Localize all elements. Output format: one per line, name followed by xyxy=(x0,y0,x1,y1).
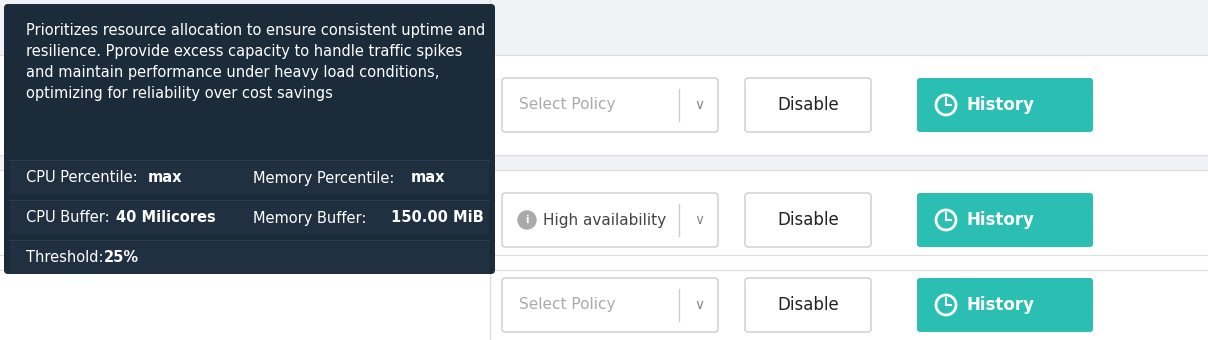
Text: 150.00 MiB: 150.00 MiB xyxy=(391,210,483,225)
Text: Memory Buffer:: Memory Buffer: xyxy=(252,210,371,225)
Text: Prioritizes resource allocation to ensure consistent uptime and
resilience. Ppro: Prioritizes resource allocation to ensur… xyxy=(27,23,486,101)
FancyBboxPatch shape xyxy=(917,193,1093,247)
Text: Disable: Disable xyxy=(777,211,838,229)
Text: ∨: ∨ xyxy=(693,98,704,112)
FancyBboxPatch shape xyxy=(0,55,1208,155)
Text: History: History xyxy=(966,211,1034,229)
FancyBboxPatch shape xyxy=(503,278,718,332)
Text: CPU Percentile:: CPU Percentile: xyxy=(27,170,143,186)
Text: Select Policy: Select Policy xyxy=(519,98,616,113)
Text: max: max xyxy=(411,170,446,186)
FancyBboxPatch shape xyxy=(4,4,495,274)
Text: 40 Milicores: 40 Milicores xyxy=(116,210,216,225)
Text: Memory Percentile:: Memory Percentile: xyxy=(252,170,399,186)
FancyBboxPatch shape xyxy=(917,78,1093,132)
Text: High availability: High availability xyxy=(544,212,666,227)
Text: CPU Buffer:: CPU Buffer: xyxy=(27,210,115,225)
FancyBboxPatch shape xyxy=(917,278,1093,332)
Text: 25%: 25% xyxy=(104,251,139,266)
FancyBboxPatch shape xyxy=(503,78,718,132)
FancyBboxPatch shape xyxy=(10,242,489,274)
FancyBboxPatch shape xyxy=(10,202,489,234)
Text: Select Policy: Select Policy xyxy=(519,298,616,312)
Text: Disable: Disable xyxy=(777,96,838,114)
Text: ∨: ∨ xyxy=(693,298,704,312)
Text: i: i xyxy=(525,215,529,225)
Text: Disable: Disable xyxy=(777,296,838,314)
Circle shape xyxy=(518,211,536,229)
FancyBboxPatch shape xyxy=(745,193,871,247)
FancyBboxPatch shape xyxy=(745,278,871,332)
Text: max: max xyxy=(149,170,182,186)
FancyBboxPatch shape xyxy=(0,170,1208,270)
Text: ∨: ∨ xyxy=(693,213,704,227)
FancyBboxPatch shape xyxy=(745,78,871,132)
Text: History: History xyxy=(966,96,1034,114)
Text: History: History xyxy=(966,296,1034,314)
FancyBboxPatch shape xyxy=(0,255,1208,340)
FancyBboxPatch shape xyxy=(503,193,718,247)
Text: Threshold:: Threshold: xyxy=(27,251,109,266)
FancyBboxPatch shape xyxy=(10,162,489,194)
